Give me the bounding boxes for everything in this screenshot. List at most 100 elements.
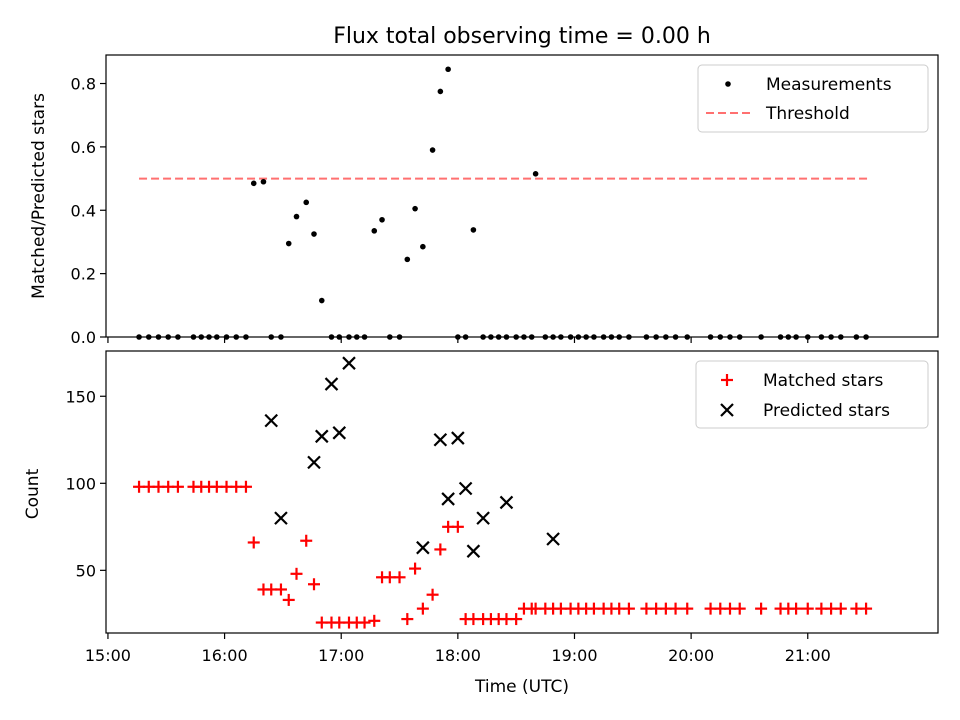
predicted-star-point	[458, 481, 473, 496]
predicted-marker-b	[433, 432, 448, 447]
bottom-plot-frame	[105, 350, 939, 634]
measurement-point	[318, 297, 325, 304]
top-chart-title: Flux total observing time = 0.00 h	[333, 24, 711, 49]
measurement-point	[429, 147, 436, 153]
top-y-tick-label: 0.8	[71, 75, 96, 94]
predicted-star-point	[264, 413, 279, 428]
bottom-legend-box	[695, 360, 929, 429]
predicted-marker-b	[416, 540, 430, 555]
matched-star-point	[681, 602, 694, 615]
matched-star-point	[510, 613, 523, 626]
predicted-star-point	[499, 495, 514, 510]
predicted-marker-b	[499, 495, 514, 510]
legend-predicted-label: Predicted stars	[763, 401, 890, 421]
predicted-star-point	[324, 377, 339, 391]
measurement-point	[470, 227, 477, 233]
measurement-point	[445, 66, 451, 73]
measurement-point	[532, 171, 539, 177]
top-y-tick-label: 0.6	[71, 138, 96, 157]
top-y-tick-label: 0.2	[71, 265, 96, 284]
matched-star-point	[247, 536, 260, 549]
top-legend: Measurements Threshold	[697, 64, 929, 133]
predicted-star-point	[466, 544, 481, 558]
top-y-tick-label: 0.0	[71, 328, 96, 347]
matched-star-point	[358, 616, 371, 629]
measurement-point	[285, 240, 292, 247]
top-panel: Flux total observing time = 0.00 h Match…	[29, 24, 939, 347]
predicted-marker-b	[342, 356, 356, 370]
predicted-marker-b	[324, 377, 339, 391]
matched-star-point	[274, 583, 287, 596]
bottom-y-ticks: 50 100 150	[65, 387, 106, 580]
matched-star-point	[282, 593, 295, 606]
matched-star-point	[416, 602, 429, 615]
matched-star-point	[308, 578, 320, 591]
bottom-x-tick-label: 21:00	[785, 646, 831, 665]
bottom-y-tick-label: 100	[65, 474, 96, 493]
measurement-point	[303, 199, 310, 206]
matched-star-point	[451, 520, 464, 533]
matched-star-point	[290, 567, 303, 580]
top-legend-box	[697, 64, 929, 133]
matched-star-point	[622, 602, 635, 615]
predicted-marker-b	[441, 492, 455, 506]
measurement-point	[420, 243, 426, 250]
legend-matched-marker	[721, 374, 733, 386]
predicted-stars-points	[264, 356, 560, 558]
predicted-star-point	[476, 511, 490, 525]
measurement-point	[412, 205, 418, 212]
bottom-panel: Count Time (UTC) 50 100 150 15:00 16:00 17:0…	[23, 350, 939, 697]
bottom-x-tick-label: 20:00	[668, 646, 714, 665]
predicted-marker-b	[307, 455, 321, 470]
legend-measurements-label: Measurements	[766, 75, 892, 95]
predicted-marker-b	[314, 429, 329, 444]
predicted-star-point	[332, 426, 347, 440]
predicted-marker-b	[476, 511, 490, 525]
predicted-marker-b	[274, 511, 288, 525]
matched-star-point	[790, 602, 803, 615]
bottom-legend: Matched stars Predicted stars	[695, 360, 929, 429]
predicted-star-point	[433, 432, 448, 447]
matched-star-point	[368, 614, 381, 627]
bottom-y-tick-label: 150	[65, 387, 96, 406]
predicted-star-point	[416, 540, 430, 555]
measurement-point	[250, 180, 257, 187]
bottom-x-ticks: 15:00 16:00 17:00 18:00 19:00 20:00 21:00	[85, 633, 831, 665]
top-y-tick-label: 0.4	[71, 201, 96, 220]
predicted-star-point	[546, 532, 560, 546]
matched-star-point	[860, 602, 873, 615]
legend-predicted-marker	[720, 403, 734, 417]
predicted-marker-b	[458, 481, 473, 496]
bottom-x-tick-label: 15:00	[85, 646, 131, 665]
measurement-point	[260, 178, 267, 185]
matched-star-point	[755, 602, 768, 615]
predicted-marker-b	[546, 532, 560, 546]
legend-threshold-label: Threshold	[765, 104, 850, 124]
legend-matched-label: Matched stars	[763, 371, 883, 391]
matched-star-point	[393, 571, 406, 584]
measurement-point	[437, 88, 444, 95]
matched-star-point	[239, 480, 252, 493]
matched-star-point	[834, 602, 847, 615]
bottom-x-tick-label: 16:00	[202, 646, 248, 665]
predicted-star-point	[314, 429, 329, 444]
predicted-marker-b	[264, 413, 279, 428]
bottom-x-tick-label: 18:00	[435, 646, 481, 665]
matched-star-point	[733, 602, 746, 615]
bottom-x-tick-label: 17:00	[318, 646, 364, 665]
predicted-star-point	[451, 431, 465, 445]
predicted-star-point	[441, 492, 455, 506]
predicted-marker-b	[451, 431, 465, 445]
bottom-x-tick-label: 19:00	[551, 646, 597, 665]
predicted-star-point	[274, 511, 288, 525]
matched-star-point	[434, 543, 447, 556]
top-y-ticks: 0.0 0.2 0.4 0.6 0.8	[71, 75, 106, 347]
measurement-point	[404, 256, 411, 263]
matched-stars-points	[133, 480, 873, 629]
measurement-point	[311, 231, 317, 237]
predicted-star-point	[342, 356, 356, 370]
predicted-marker-b	[466, 544, 481, 558]
measurement-point	[371, 228, 378, 234]
predicted-star-point	[307, 455, 321, 470]
